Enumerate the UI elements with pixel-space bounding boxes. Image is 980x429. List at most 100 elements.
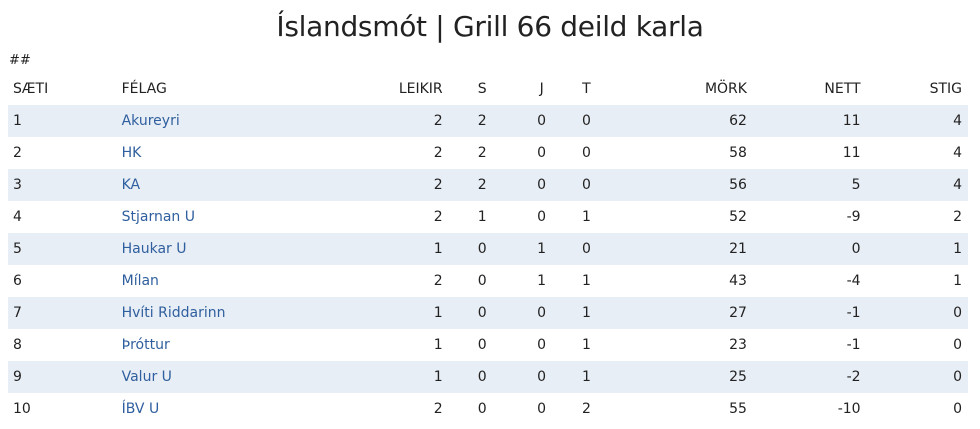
table-row: 5 Haukar U 1 0 1 0 21 0 1 bbox=[8, 233, 968, 265]
team-link[interactable]: ÍBV U bbox=[121, 401, 160, 417]
cell-team: Stjarnan U bbox=[122, 201, 383, 233]
cell-won: 0 bbox=[477, 305, 487, 321]
column-header-team: FÉLAG bbox=[121, 81, 167, 97]
cell-points: 4 bbox=[953, 145, 962, 161]
team-link[interactable]: Haukar U bbox=[121, 241, 187, 257]
team-link[interactable]: Hvíti Riddarinn bbox=[121, 305, 226, 321]
cell-goals: 23 bbox=[729, 337, 747, 353]
cell-won: 0 bbox=[477, 241, 487, 257]
column-header-goal-diff: NETT bbox=[824, 81, 861, 97]
column-header-goals: MÖRK bbox=[704, 81, 747, 97]
cell-goal-diff: -9 bbox=[846, 209, 861, 225]
cell-team: Hvíti Riddarinn bbox=[122, 297, 383, 329]
cell-position: 9 bbox=[13, 369, 22, 385]
cell-goal-diff: 11 bbox=[842, 145, 861, 161]
column-header-lost: T bbox=[582, 81, 591, 97]
table-row: 6 Mílan 2 0 1 1 43 -4 1 bbox=[8, 265, 968, 297]
cell-position: 7 bbox=[13, 305, 22, 321]
cell-played: 2 bbox=[433, 209, 443, 225]
cell-played: 2 bbox=[433, 177, 443, 193]
cell-lost: 1 bbox=[581, 209, 591, 225]
team-link[interactable]: Akureyri bbox=[121, 113, 180, 129]
cell-lost: 1 bbox=[581, 305, 591, 321]
table-row: 1 Akureyri 2 2 0 0 62 11 4 bbox=[8, 105, 968, 137]
cell-drawn: 1 bbox=[537, 241, 547, 257]
cell-drawn: 0 bbox=[537, 369, 547, 385]
column-header-drawn: J bbox=[539, 81, 544, 97]
table-row: 9 Valur U 1 0 0 1 25 -2 0 bbox=[8, 361, 968, 393]
cell-goals: 21 bbox=[729, 241, 747, 257]
team-link[interactable]: Stjarnan U bbox=[121, 209, 195, 225]
cell-won: 0 bbox=[477, 337, 487, 353]
cell-drawn: 1 bbox=[537, 273, 547, 289]
cell-drawn: 0 bbox=[537, 337, 547, 353]
cell-goals: 58 bbox=[729, 145, 747, 161]
cell-goals: 25 bbox=[729, 369, 747, 385]
cell-lost: 1 bbox=[581, 273, 591, 289]
cell-drawn: 0 bbox=[537, 113, 547, 129]
cell-points: 4 bbox=[953, 113, 962, 129]
cell-won: 1 bbox=[477, 209, 487, 225]
cell-drawn: 0 bbox=[537, 145, 547, 161]
cell-lost: 0 bbox=[581, 177, 591, 193]
cell-goal-diff: 5 bbox=[851, 177, 861, 193]
cell-team: Þróttur bbox=[122, 329, 383, 361]
column-header-won: S bbox=[477, 81, 487, 97]
cell-position: 6 bbox=[13, 273, 22, 289]
cell-team: Haukar U bbox=[122, 233, 383, 265]
cell-lost: 0 bbox=[581, 241, 591, 257]
cell-won: 2 bbox=[477, 145, 487, 161]
table-row: 10 ÍBV U 2 0 0 2 55 -10 0 bbox=[8, 393, 968, 425]
header-row: SÆTI FÉLAG LEIKIR S J T MÖRK NETT STIG bbox=[8, 73, 968, 105]
cell-drawn: 0 bbox=[537, 401, 547, 417]
table-row: 3 KA 2 2 0 0 56 5 4 bbox=[8, 169, 968, 201]
cell-lost: 1 bbox=[581, 369, 591, 385]
cell-team: Akureyri bbox=[122, 105, 383, 137]
cell-played: 2 bbox=[433, 401, 443, 417]
cell-played: 2 bbox=[433, 113, 443, 129]
cell-goal-diff: -1 bbox=[846, 305, 861, 321]
cell-position: 5 bbox=[13, 241, 22, 257]
cell-played: 1 bbox=[433, 337, 443, 353]
cell-position: 2 bbox=[13, 145, 22, 161]
table-row: 4 Stjarnan U 2 1 0 1 52 -9 2 bbox=[8, 201, 968, 233]
cell-team: Mílan bbox=[122, 265, 383, 297]
cell-lost: 0 bbox=[581, 145, 591, 161]
cell-goals: 55 bbox=[729, 401, 747, 417]
team-link[interactable]: KA bbox=[121, 177, 141, 193]
cell-played: 2 bbox=[433, 145, 443, 161]
cell-goal-diff: -1 bbox=[846, 337, 861, 353]
column-header-played: LEIKIR bbox=[398, 81, 443, 97]
cell-won: 0 bbox=[477, 369, 487, 385]
cell-points: 1 bbox=[953, 273, 962, 289]
cell-goal-diff: -10 bbox=[837, 401, 861, 417]
team-link[interactable]: Valur U bbox=[121, 369, 172, 385]
table-row: 7 Hvíti Riddarinn 1 0 0 1 27 -1 0 bbox=[8, 297, 968, 329]
team-link[interactable]: Þróttur bbox=[121, 337, 170, 353]
team-link[interactable]: HK bbox=[121, 145, 142, 161]
cell-points: 0 bbox=[953, 305, 962, 321]
cell-won: 0 bbox=[477, 273, 487, 289]
cell-goal-diff: -2 bbox=[846, 369, 861, 385]
cell-won: 2 bbox=[477, 177, 487, 193]
cell-points: 1 bbox=[953, 241, 962, 257]
cell-points: 2 bbox=[953, 209, 962, 225]
column-header-points: STIG bbox=[929, 81, 962, 97]
cell-goal-diff: 0 bbox=[851, 241, 861, 257]
cell-points: 0 bbox=[953, 369, 962, 385]
cell-team: HK bbox=[122, 137, 383, 169]
cell-team: KA bbox=[122, 169, 383, 201]
table-row: 2 HK 2 2 0 0 58 11 4 bbox=[8, 137, 968, 169]
cell-team: Valur U bbox=[122, 361, 383, 393]
cell-won: 2 bbox=[477, 113, 487, 129]
section-marker: ## bbox=[9, 53, 31, 68]
cell-team: ÍBV U bbox=[122, 393, 383, 425]
cell-goals: 27 bbox=[729, 305, 747, 321]
team-link[interactable]: Mílan bbox=[121, 273, 159, 289]
cell-played: 1 bbox=[433, 305, 443, 321]
cell-played: 1 bbox=[433, 241, 443, 257]
cell-lost: 2 bbox=[581, 401, 591, 417]
cell-position: 8 bbox=[13, 337, 22, 353]
cell-points: 0 bbox=[953, 337, 962, 353]
cell-goals: 56 bbox=[729, 177, 747, 193]
